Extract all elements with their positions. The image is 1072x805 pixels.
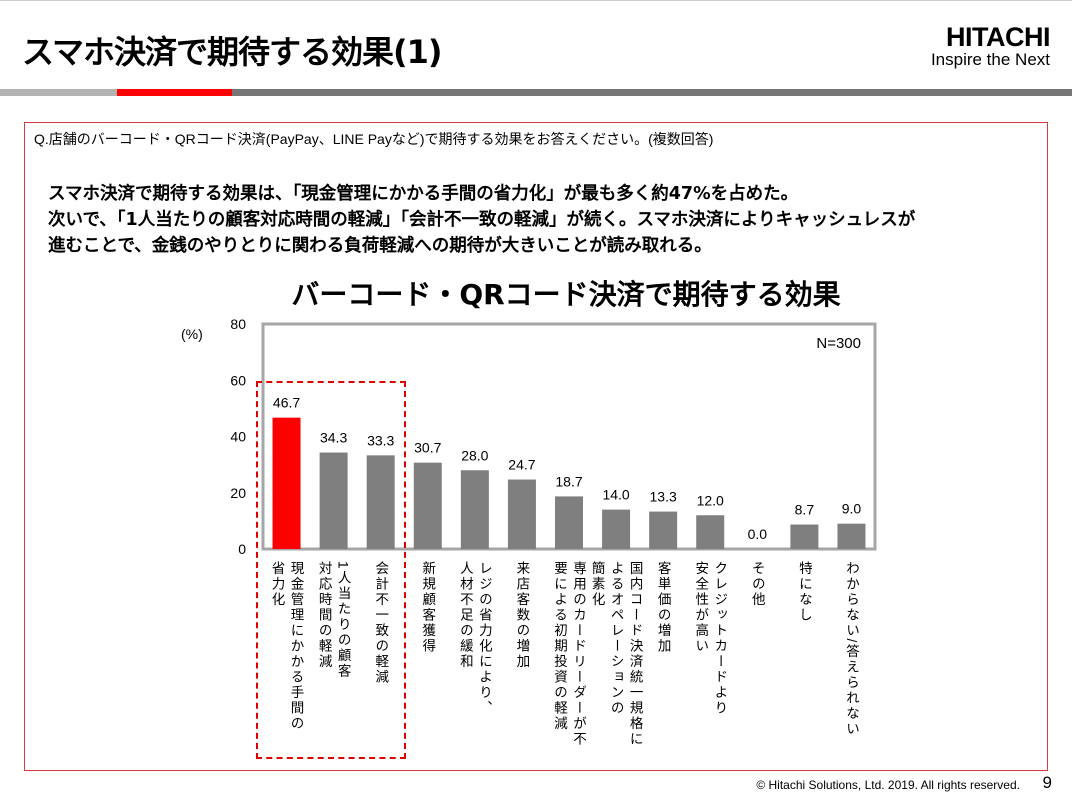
content-frame — [24, 122, 1048, 771]
bar — [602, 509, 631, 549]
page-number: 9 — [1042, 773, 1052, 792]
x-tick-label: 国内コード決済統一規格に よるオペレーションの 簡素化 — [589, 561, 643, 747]
x-tick-label: 客単価の増加 — [655, 561, 671, 654]
bar — [649, 511, 678, 549]
bar — [272, 417, 301, 549]
y-tick-label: 0 — [238, 541, 246, 557]
survey-question: Q.店舗のバーコード・QRコード決済(PayPay、LINE Payなど)で期待… — [34, 131, 714, 147]
bar — [837, 523, 866, 549]
data-label: 9.0 — [842, 501, 862, 517]
data-label: 33.3 — [367, 432, 394, 448]
logo-tagline: Inspire the Next — [930, 50, 1050, 69]
y-tick-label: 20 — [230, 485, 246, 501]
x-tick-label: 会計不一致の軽減 — [373, 561, 389, 685]
x-tick-label: 専用のカードリーダーが不 要による初期投資の軽減 — [552, 561, 586, 747]
bar — [413, 462, 442, 549]
header-rule-dark — [232, 89, 1072, 96]
y-tick-label: 60 — [230, 372, 246, 388]
x-tick-label: 1人当たりの顧客 対応時間の軽減 — [316, 561, 351, 680]
y-axis-unit: (%) — [181, 326, 203, 342]
data-label: 46.7 — [273, 395, 300, 411]
sample-size-note: N=300 — [816, 335, 861, 352]
bar — [696, 515, 725, 549]
highlight-box — [256, 381, 406, 759]
data-label: 14.0 — [602, 487, 629, 503]
data-label: 8.7 — [795, 502, 815, 518]
data-label: 24.7 — [508, 457, 535, 473]
bar — [555, 496, 583, 549]
data-label: 12.0 — [697, 492, 724, 508]
data-label: 30.7 — [414, 440, 441, 456]
summary-line: 進むことで、金銭のやりとりに関わる負荷軽減への期待が大きいことが読み取れる。 — [48, 236, 712, 256]
logo-brand: HITACHI — [946, 22, 1051, 52]
x-tick-label: 特になし — [796, 561, 812, 623]
slide-title: スマホ決済で期待する効果(1) — [22, 33, 443, 71]
header-rule-red — [117, 89, 232, 96]
y-tick-label: 40 — [230, 429, 246, 445]
data-label: 28.0 — [461, 447, 488, 463]
copyright: © Hitachi Solutions, Ltd. 2019. All righ… — [756, 778, 1020, 792]
chart-title: バーコード・QRコード決済で期待する効果 — [291, 278, 841, 311]
bar — [790, 524, 819, 549]
x-tick-label: クレジットカードより 安全性が高い — [693, 561, 728, 716]
x-tick-label: レジの省力化により、 人材不足の緩和 — [457, 561, 492, 716]
data-label: 34.3 — [320, 430, 347, 446]
bar — [366, 455, 395, 549]
data-label: 13.3 — [650, 489, 677, 505]
bar — [319, 452, 348, 549]
x-tick-label: 新規顧客獲得 — [420, 561, 436, 654]
x-tick-label: その他 — [749, 561, 765, 608]
x-tick-label: わからない/答えられない — [843, 561, 859, 738]
summary-line: 次いで、「1人当たりの顧客対応時間の軽減」「会計不一致の軽減」が続く。スマホ決済… — [48, 210, 916, 230]
hitachi-logo: HITACHI Inspire the Next — [930, 22, 1051, 69]
y-tick-label: 80 — [230, 316, 246, 332]
header-rule-light — [0, 89, 117, 96]
bar — [507, 479, 536, 549]
data-label: 0.0 — [748, 526, 768, 542]
x-tick-label: 来店客数の増加 — [514, 561, 530, 670]
x-tick-label: 現金管理にかかる手間の 省力化 — [269, 561, 304, 732]
data-label: 18.7 — [555, 473, 582, 489]
summary-line: スマホ決済で期待する効果は、「現金管理にかかる手間の省力化」が最も多く約47%を… — [48, 184, 799, 204]
bar — [460, 470, 489, 549]
summary-text: スマホ決済で期待する効果は、「現金管理にかかる手間の省力化」が最も多く約47%を… — [48, 181, 915, 259]
